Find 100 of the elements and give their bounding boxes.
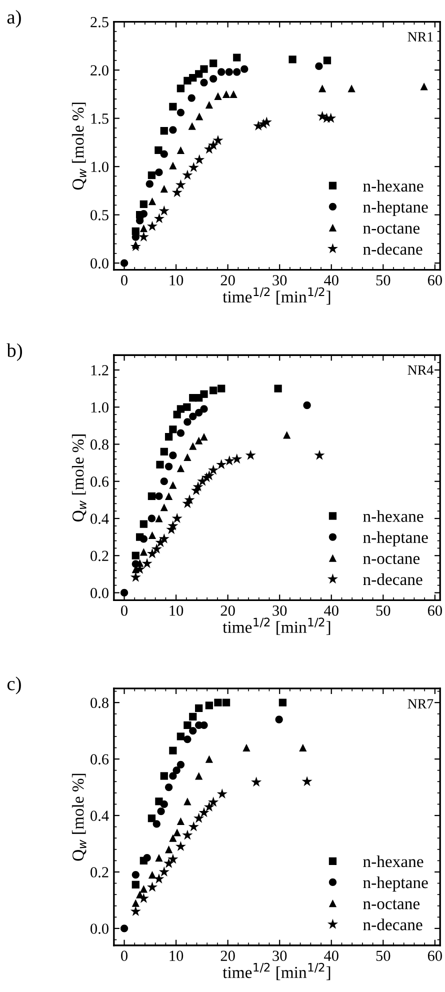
point [200, 78, 208, 86]
y-tick-label: 0.6 [90, 754, 109, 765]
legend-label: n-heptane [363, 531, 428, 546]
x-axis-title: time$^{1/2}$ [min$^{1/2}$] [222, 287, 330, 305]
point [188, 122, 196, 130]
point [169, 746, 177, 754]
point [140, 224, 148, 232]
point [222, 698, 230, 706]
x-tick-label: 30 [272, 275, 287, 286]
point [184, 735, 192, 744]
point [176, 146, 185, 154]
y-tick-label: 0.5 [90, 210, 108, 220]
x-tick-label: 40 [324, 950, 338, 961]
y-tick-label: 0.4 [90, 514, 109, 524]
point [225, 68, 233, 76]
point [160, 478, 168, 486]
y-tick-label: 0.6 [90, 476, 109, 487]
x-axis-title: time$^{1/2}$ [min$^{1/2}$] [222, 962, 330, 980]
point [218, 68, 226, 76]
point [151, 544, 162, 554]
point [189, 726, 197, 735]
point [278, 698, 287, 706]
point [169, 126, 177, 134]
point [164, 858, 174, 868]
y-tick-label: 0.2 [90, 550, 108, 562]
point [204, 470, 214, 480]
point [188, 162, 199, 172]
y-axis-title: Q$_{w}$ [mole %] [72, 434, 86, 522]
point [200, 432, 208, 441]
point [188, 821, 199, 832]
legend-label: n-hexane [363, 180, 424, 192]
point [200, 721, 208, 729]
point [245, 450, 256, 460]
point [148, 514, 156, 522]
point [240, 65, 248, 73]
point [172, 187, 182, 198]
point [216, 459, 227, 470]
point [160, 150, 168, 158]
point [194, 812, 204, 823]
y-tick-label: 0.4 [90, 810, 109, 822]
point [146, 220, 158, 231]
point [208, 796, 219, 807]
point [169, 481, 177, 489]
point [232, 454, 242, 464]
point [138, 231, 149, 242]
point [176, 84, 185, 92]
point [212, 134, 224, 146]
y-tick-label: 1.5 [91, 114, 108, 124]
point [120, 259, 128, 267]
point [184, 418, 192, 426]
point [189, 712, 197, 720]
point [210, 386, 218, 394]
point [160, 772, 168, 780]
point [146, 180, 154, 188]
point [120, 588, 128, 597]
y-tick-label: 0.8 [90, 698, 108, 708]
point [214, 698, 222, 706]
point [168, 854, 178, 864]
chart-title: c) [7, 676, 21, 694]
point [200, 405, 208, 413]
point [214, 92, 222, 100]
point [169, 772, 177, 780]
x-tick-label: 0 [121, 950, 128, 961]
point [140, 200, 148, 208]
x-tick-label: 20 [220, 950, 235, 961]
x-tick-label: 10 [170, 605, 184, 616]
point [164, 783, 173, 792]
point [275, 716, 283, 724]
point [154, 873, 164, 884]
point [233, 54, 241, 62]
point [156, 460, 164, 468]
point [420, 82, 428, 90]
point [195, 436, 203, 444]
x-axis-title: time$^{1/2}$ [min$^{1/2}$] [222, 618, 330, 635]
point [195, 772, 203, 780]
legend-label: n-octane [363, 554, 420, 564]
point [158, 533, 170, 544]
point [195, 704, 203, 712]
point [154, 213, 165, 224]
point [261, 116, 272, 127]
point [205, 755, 214, 763]
point [169, 452, 177, 460]
point [222, 90, 230, 98]
point [148, 814, 156, 822]
point [142, 558, 152, 568]
point [302, 776, 312, 786]
point [176, 108, 185, 116]
point [158, 205, 170, 216]
point [299, 744, 307, 752]
point [132, 552, 140, 560]
point [140, 535, 148, 543]
point [160, 448, 168, 456]
point [288, 56, 296, 64]
point [318, 84, 326, 92]
point [132, 870, 140, 879]
point [148, 870, 156, 879]
point [148, 492, 156, 500]
point [205, 702, 214, 710]
point [164, 462, 173, 470]
legend-label: n-octane [363, 900, 420, 910]
